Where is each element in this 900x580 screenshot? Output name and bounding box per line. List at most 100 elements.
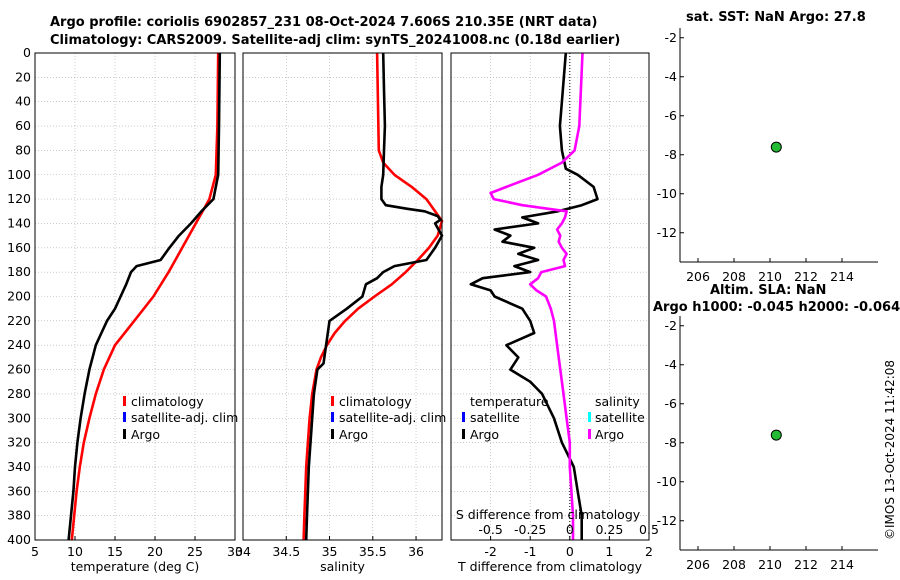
salinity-legend-label: climatology xyxy=(339,394,412,409)
figure-title-line-2: Climatology: CARS2009. Satellite-adj cli… xyxy=(50,33,621,48)
temperature-ytick-label: 200 xyxy=(7,289,31,304)
temperature-xlabel: temperature (deg C) xyxy=(71,559,200,574)
sst-map-ytick-label: -8 xyxy=(665,147,678,162)
temperature-ytick-label: 160 xyxy=(7,240,31,255)
sla-map-ytick-label: -12 xyxy=(657,513,677,528)
temperature-legend-label: Argo xyxy=(131,427,160,442)
temperature-legend-label: climatology xyxy=(131,394,204,409)
temperature-ytick-label: 40 xyxy=(15,94,31,109)
sst-map-xtick-label: 214 xyxy=(830,269,854,284)
salinity-xlabel: salinity xyxy=(320,559,365,574)
sla-map-ytick-label: -10 xyxy=(657,474,677,489)
differences-top-xtick-label: 0 xyxy=(566,522,574,537)
differences-legend-label: satellite xyxy=(595,410,645,425)
sla-map-xtick-label: 206 xyxy=(686,557,710,572)
temperature-frame xyxy=(34,52,236,541)
salinity-xtick-label: 35 xyxy=(322,544,338,559)
sst-map-xtick-label: 212 xyxy=(794,269,818,284)
sst-map-ytick-label: -12 xyxy=(657,225,677,240)
sla-map-xtick-label: 212 xyxy=(794,557,818,572)
figure-title-line-1: Argo profile: coriolis 6902857_231 08-Oc… xyxy=(50,15,598,30)
temperature-xtick-label: 25 xyxy=(187,544,203,559)
differences-legend-label: satellite xyxy=(470,410,520,425)
salinity-xtick-label: 36 xyxy=(408,544,424,559)
differences-xtick-label: -1 xyxy=(524,544,536,559)
differences-xtick-label: 0 xyxy=(566,544,574,559)
differences-legend-label: Argo xyxy=(470,427,499,442)
sst-map-ytick-label: -6 xyxy=(665,108,678,123)
sla-map-xtick-label: 210 xyxy=(758,557,782,572)
temperature-xtick-label: 30 xyxy=(227,544,243,559)
temperature-xtick-label: 20 xyxy=(147,544,163,559)
differences-legend-swatch xyxy=(462,412,465,422)
salinity-frame xyxy=(242,52,443,541)
sst-map-ytick-label: -2 xyxy=(665,30,677,45)
sst-map-xtick-label: 208 xyxy=(722,269,746,284)
sst-map-ytick-label: -4 xyxy=(665,69,678,84)
temperature-xtick-label: 15 xyxy=(107,544,123,559)
differences-top-xtick-label: 0.5 xyxy=(639,522,659,537)
sst-map-argo-position-marker xyxy=(770,141,782,153)
sla-panel-title-line-2: Argo h1000: -0.045 h2000: -0.064 xyxy=(653,300,900,315)
temperature-ytick-label: 360 xyxy=(7,483,31,498)
temperature-ytick-label: 320 xyxy=(7,435,31,450)
salinity-legend-swatch xyxy=(331,412,334,422)
temperature-series-climatology xyxy=(70,52,220,541)
differences-xtick-label: 1 xyxy=(605,544,613,559)
sst-panel-title: sat. SST: NaN Argo: 27.8 xyxy=(686,10,866,25)
salinity-legend-label: satellite-adj. clim xyxy=(339,410,446,425)
temperature-legend-label: satellite-adj. clim xyxy=(131,410,238,425)
temperature-ytick-label: 180 xyxy=(7,264,31,279)
differences-frame xyxy=(450,52,650,541)
temperature-ytick-label: 60 xyxy=(15,118,31,133)
temperature-ytick-label: 240 xyxy=(7,337,31,352)
sla-map-ytick-label: -8 xyxy=(665,435,678,450)
differences-legend-swatch xyxy=(588,429,591,439)
differences-legend-swatch xyxy=(462,429,465,439)
differences-xlabel-top: S difference from climatology xyxy=(456,507,641,522)
sla-map-ytick-label: -2 xyxy=(665,318,677,333)
sst-map-ytick-label: -10 xyxy=(657,186,677,201)
salinity-legend-label: Argo xyxy=(339,427,368,442)
temperature-ytick-label: 400 xyxy=(7,532,31,547)
differences-series-salinity-argo xyxy=(489,52,584,540)
sla-map-ytick-label: -6 xyxy=(665,396,678,411)
salinity-legend-swatch xyxy=(331,396,334,406)
differences-legend-swatch xyxy=(588,412,591,422)
differences-series-temperature-argo xyxy=(469,52,599,540)
temperature-ytick-label: 0 xyxy=(23,45,31,60)
differences-xlabel: T difference from climatology xyxy=(457,559,643,574)
salinity-legend-swatch xyxy=(331,429,334,439)
differences-legend-salinity-heading: salinity xyxy=(595,394,640,409)
temperature-xtick-label: 5 xyxy=(31,544,39,559)
differences-top-xtick-label: 0.25 xyxy=(595,522,623,537)
temperature-xtick-label: 10 xyxy=(67,544,83,559)
differences-xtick-label: 2 xyxy=(645,544,653,559)
differences-xtick-label: -2 xyxy=(484,544,496,559)
temperature-ytick-label: 20 xyxy=(15,69,31,84)
temperature-ytick-label: 100 xyxy=(7,167,31,182)
sla-map-xtick-label: 214 xyxy=(830,557,854,572)
salinity-series-argo xyxy=(304,52,444,541)
temperature-ytick-label: 140 xyxy=(7,215,31,230)
temperature-legend-swatch xyxy=(123,429,126,439)
differences-legend-label: Argo xyxy=(595,427,624,442)
sla-panel-title-line-1: Altim. SLA: NaN xyxy=(710,283,827,298)
temperature-legend-swatch xyxy=(123,396,126,406)
temperature-ytick-label: 280 xyxy=(7,386,31,401)
temperature-ytick-label: 340 xyxy=(7,459,31,474)
temperature-ytick-label: 80 xyxy=(15,142,31,157)
salinity-xtick-label: 34.5 xyxy=(272,544,300,559)
temperature-legend-swatch xyxy=(123,412,126,422)
differences-top-xtick-label: -0.5 xyxy=(478,522,502,537)
temperature-series-argo xyxy=(67,52,222,541)
salinity-xtick-label: 34 xyxy=(235,544,251,559)
differences-legend-temperature-heading: temperature xyxy=(470,394,549,409)
sst-map-xtick-label: 206 xyxy=(686,269,710,284)
temperature-ytick-label: 260 xyxy=(7,362,31,377)
temperature-ytick-label: 380 xyxy=(7,508,31,523)
differences-top-xtick-label: -0.25 xyxy=(514,522,546,537)
sla-map-argo-position-marker xyxy=(770,429,782,441)
salinity-xtick-label: 35.5 xyxy=(359,544,387,559)
